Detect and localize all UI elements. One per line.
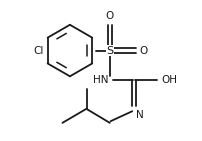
Text: N: N — [136, 110, 143, 120]
Text: O: O — [139, 46, 147, 56]
Text: S: S — [106, 46, 113, 56]
Text: O: O — [105, 11, 113, 21]
Text: HN: HN — [93, 75, 108, 85]
Text: OH: OH — [160, 75, 176, 85]
Text: Cl: Cl — [33, 46, 43, 56]
